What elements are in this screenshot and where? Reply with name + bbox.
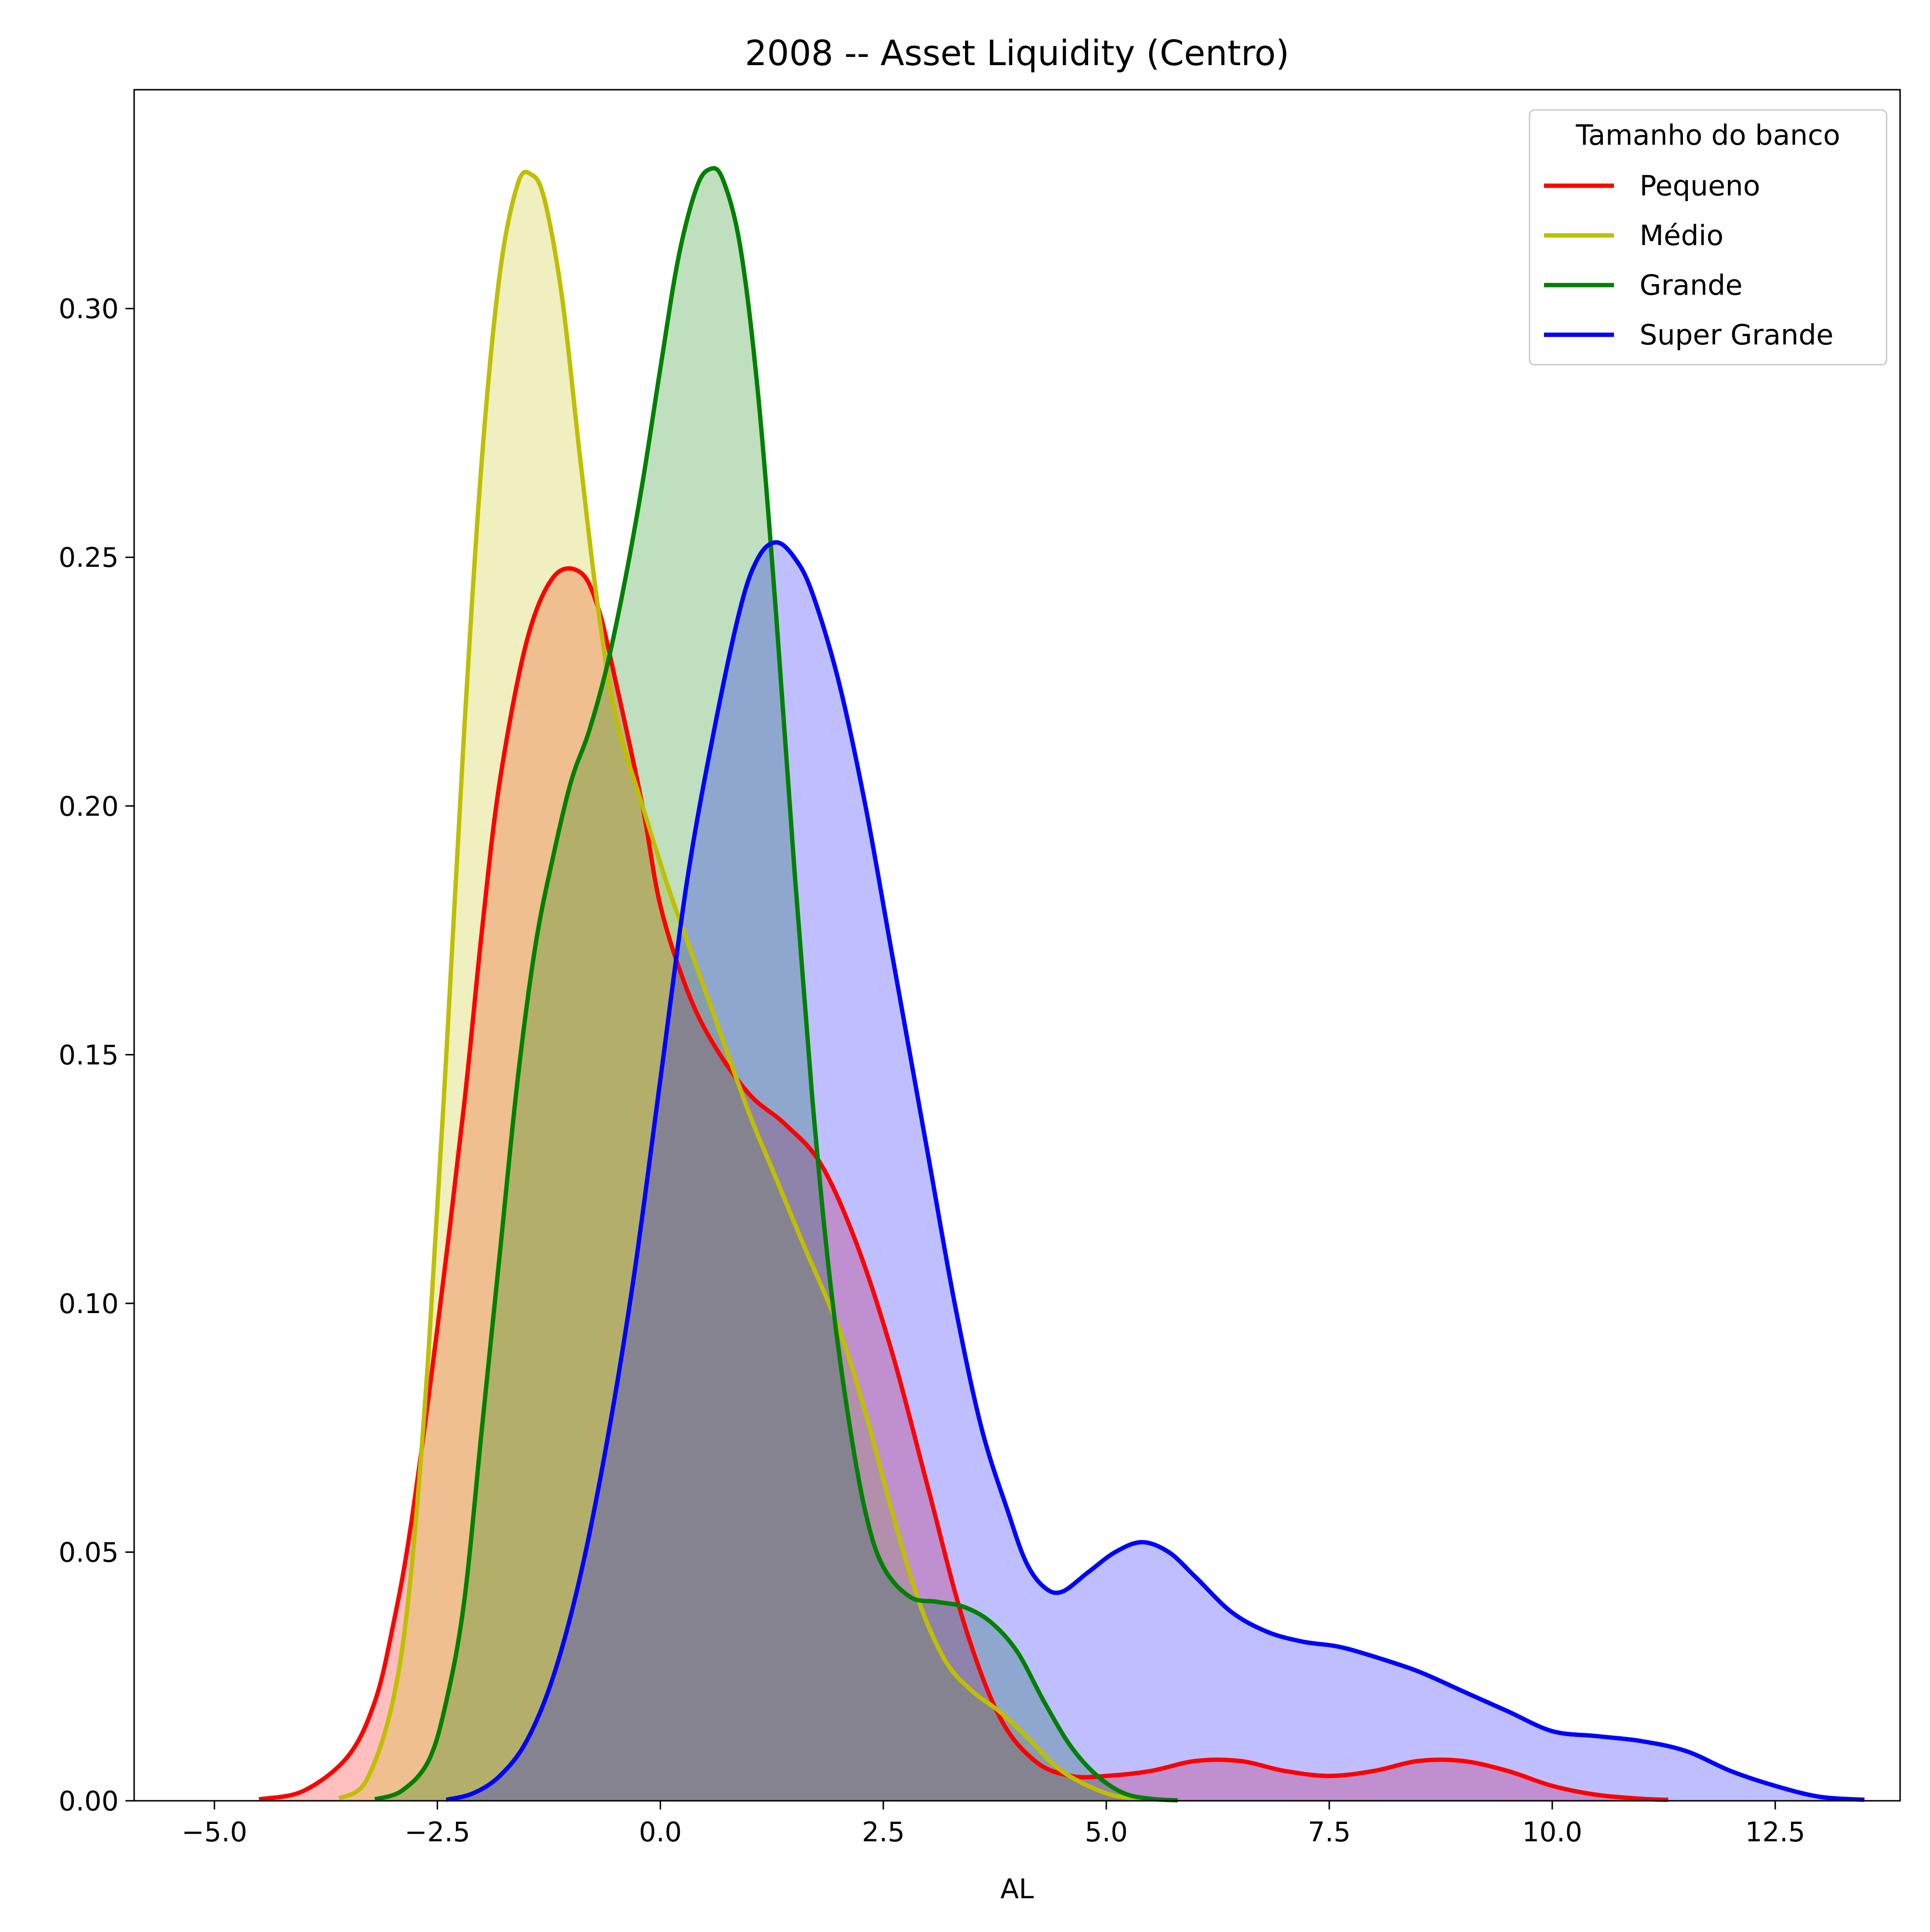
series-line-grande (374, 166, 1178, 1803)
x-tick-label: 5.0 (1085, 1817, 1128, 1848)
series-fill-pequeno (259, 568, 1668, 1801)
x-tick-label: 0.0 (639, 1817, 682, 1848)
x-axis-ticks: −5.0 −2.5 0.0 2.5 5.0 7.5 10.0 12.5 (181, 1801, 1806, 1848)
x-tick-label: −5.0 (181, 1817, 247, 1848)
plot-frame (133, 89, 1901, 1802)
y-tick-label: 0.20 (58, 791, 119, 822)
series-fill-grande (375, 168, 1178, 1801)
y-tick-label: 0.15 (58, 1040, 119, 1071)
x-tick-label: −2.5 (404, 1817, 470, 1848)
x-tick-label: 12.5 (1745, 1817, 1806, 1848)
series-fills (259, 168, 1865, 1801)
legend-label-pequeno: Pequeno (1640, 169, 1760, 202)
legend: Tamanho do banco Pequeno Médio Grande Super… (1529, 109, 1888, 366)
x-axis-label: AL (1000, 1874, 1034, 1905)
y-tick-label: 0.10 (58, 1288, 119, 1320)
series-fill-super-grande (446, 542, 1865, 1801)
y-tick-label: 0.00 (58, 1786, 119, 1817)
chart-title: 2008 -- Asset Liquidity (Centro) (745, 33, 1289, 73)
legend-title: Tamanho do banco (1575, 119, 1840, 151)
series-fill-medio (339, 172, 1142, 1801)
y-tick-label: 0.05 (58, 1537, 119, 1568)
y-tick-label: 0.30 (58, 294, 119, 325)
series-lines (258, 166, 1865, 1803)
x-tick-label: 7.5 (1308, 1817, 1351, 1848)
legend-label-super-grande: Super Grande (1640, 318, 1834, 351)
y-axis-ticks: 0.00 0.05 0.10 0.15 0.20 0.25 0.30 (58, 294, 134, 1817)
x-tick-label: 2.5 (862, 1817, 905, 1848)
legend-label-grande: Grande (1640, 269, 1743, 301)
x-tick-label: 10.0 (1522, 1817, 1583, 1848)
legend-label-medio: Médio (1640, 219, 1723, 252)
series-line-super-grande (445, 540, 1865, 1802)
series-line-medio (338, 170, 1143, 1802)
legend-entries: Pequeno Médio Grande Super Grande (1544, 169, 1834, 351)
y-tick-label: 0.25 (58, 542, 119, 574)
legend-box (1529, 109, 1888, 366)
